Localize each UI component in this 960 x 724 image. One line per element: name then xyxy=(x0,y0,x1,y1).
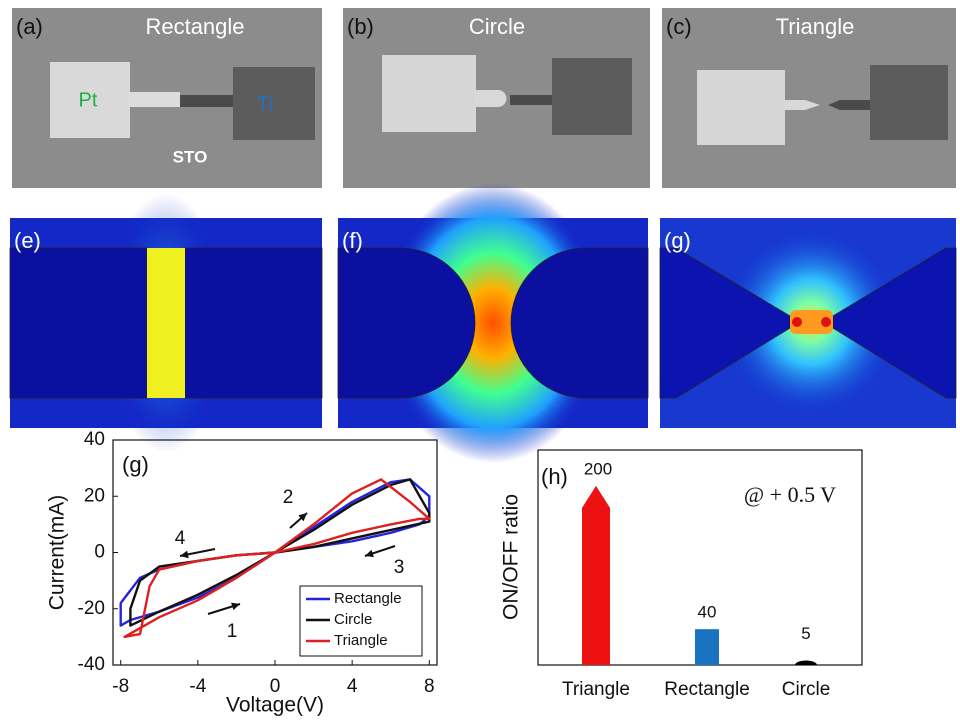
figure: (a) Rectangle Pt Ti STO (b) Circle (c) T… xyxy=(0,0,960,719)
legend-label: Triangle xyxy=(334,632,388,649)
y-tick-label: -40 xyxy=(78,654,105,675)
x-tick-label: -8 xyxy=(112,676,129,697)
panel-label: (g) xyxy=(122,452,149,477)
y-tick-label: 20 xyxy=(84,485,105,506)
value-label: 40 xyxy=(698,603,717,622)
value-label: 5 xyxy=(801,624,810,643)
y-tick-label: 40 xyxy=(84,429,105,450)
bar xyxy=(695,629,719,665)
label-pt: Pt xyxy=(79,89,98,111)
legend-label: Rectangle xyxy=(334,590,402,607)
value-label: 200 xyxy=(584,459,612,478)
panel-a: (a) Rectangle Pt Ti STO xyxy=(12,8,322,188)
y-axis-label: ON/OFF ratio xyxy=(500,494,523,620)
annotation: 4 xyxy=(175,528,186,549)
panel-title: Triangle xyxy=(776,14,855,39)
x-tick-label: Triangle xyxy=(562,679,630,700)
bar xyxy=(795,661,817,665)
panel-c: (c) Triangle xyxy=(662,8,956,188)
bar xyxy=(582,486,610,665)
panel-title: Circle xyxy=(469,14,525,39)
y-tick-label: 0 xyxy=(94,542,105,563)
annotation: 3 xyxy=(394,557,405,578)
panel-f: (f) xyxy=(338,183,648,463)
panel-label: (h) xyxy=(541,464,568,489)
x-tick-label: -4 xyxy=(189,676,206,697)
panel-label: (a) xyxy=(16,14,43,39)
x-tick-label: 4 xyxy=(347,676,358,697)
y-axis-label: Current(mA) xyxy=(46,495,69,611)
x-tick-label: 8 xyxy=(424,676,435,697)
annotation: 1 xyxy=(227,621,238,642)
panel-g: (g) xyxy=(660,218,956,428)
panel-b: (b) Circle xyxy=(343,8,650,188)
panel-label: (g) xyxy=(664,228,691,253)
arrow-head xyxy=(365,550,374,557)
legend-label: Circle xyxy=(334,611,372,628)
panel-label: (f) xyxy=(342,228,363,253)
panel-label: (b) xyxy=(347,14,374,39)
y-tick-label: -20 xyxy=(78,598,105,619)
panel-label: (c) xyxy=(666,14,692,39)
annotation: @ + 0.5 V xyxy=(744,482,836,507)
x-axis-label: Voltage(V) xyxy=(226,694,324,717)
label-ti: Ti xyxy=(257,93,273,115)
panel-title: Rectangle xyxy=(145,14,244,39)
x-tick-label: Circle xyxy=(782,679,831,700)
label-sto: STO xyxy=(173,147,208,166)
arrow-head xyxy=(180,551,189,559)
x-tick-label: Rectangle xyxy=(664,679,750,700)
panel-e: (e) xyxy=(10,193,322,453)
panel-label: (e) xyxy=(14,228,41,253)
annotation: 2 xyxy=(283,487,294,508)
